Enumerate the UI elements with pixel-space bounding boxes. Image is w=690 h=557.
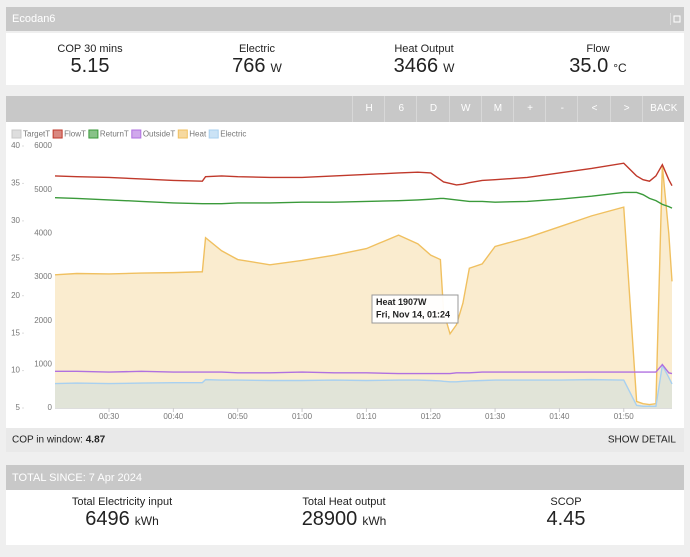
stat-value: 766 [232, 55, 266, 77]
totals-title: TOTAL SINCE: 7 Apr 2024 [12, 471, 143, 484]
toolbar-button[interactable]: H [352, 96, 385, 122]
total-label: SCOP [550, 496, 582, 508]
toolbar-button[interactable]: < [577, 96, 610, 122]
header-bar: Ecodan6 [6, 7, 684, 31]
stat-value: 3466 [393, 55, 439, 77]
stat-card: Electric 766 W [232, 43, 282, 78]
show-detail[interactable]: SHOW DETAIL [607, 434, 676, 446]
stat-card: Heat Output 3466 W [394, 43, 455, 78]
toolbar-button[interactable]: D [416, 96, 449, 122]
total-value: 6496 [85, 508, 130, 530]
window-footer: COP in window: 4.87 SHOW DETAIL [6, 428, 684, 452]
stat-value: 5.15 [70, 55, 110, 77]
stat-value: 35.0 [569, 55, 609, 77]
total-card: Total Heat output 28900 kWh [302, 496, 387, 531]
chart-toolbar: H 6 D W M + - < > BACK [6, 96, 684, 122]
cop-window-label: COP in window: [12, 434, 83, 446]
stat-label: Flow [586, 43, 610, 55]
chart-panel [6, 122, 684, 428]
total-label: Total Heat output [302, 496, 386, 508]
toolbar-button[interactable]: BACK [641, 96, 685, 122]
stat-label: Electric [238, 43, 276, 55]
total-value: 4.45 [546, 508, 586, 530]
stat-unit: W [270, 61, 282, 75]
total-unit: kWh [134, 514, 159, 528]
totals-panel: Total Electricity input 6496 kWh Total Heat… [6, 490, 684, 545]
expand-button[interactable] [658, 7, 684, 31]
cop-window: COP in window: 4.87 [12, 435, 105, 446]
stat-unit: °C [613, 61, 627, 75]
total-label: Total Electricity input [71, 496, 173, 508]
total-card: Total Electricity input 6496 kWh [72, 496, 172, 531]
stat-card: Flow 35.0 °C [569, 43, 626, 78]
total-unit: kWh [362, 514, 387, 528]
stats-panel: COP 30 mins 5.15 Electric 766 W Heat Output 34… [6, 33, 684, 85]
stat-unit: W [443, 61, 455, 75]
toolbar-button[interactable]: 6 [384, 96, 417, 122]
total-card: SCOP 4.45 [547, 496, 586, 531]
totals-bar: TOTAL SINCE: 7 Apr 2024 [6, 465, 684, 490]
cop-window-value: 4.87 [85, 434, 106, 446]
total-value: 28900 [301, 508, 358, 530]
toolbar-button[interactable]: > [609, 96, 643, 122]
app-title: Ecodan6 [12, 13, 56, 25]
stat-label: Heat Output [394, 43, 454, 55]
stat-label: COP 30 mins [57, 43, 123, 55]
stat-card: COP 30 mins 5.15 [57, 43, 122, 78]
toolbar-button[interactable]: + [513, 96, 546, 122]
toolbar-button[interactable]: W [448, 96, 482, 122]
toolbar-button[interactable]: M [480, 96, 514, 122]
toolbar-button[interactable]: - [545, 96, 578, 122]
